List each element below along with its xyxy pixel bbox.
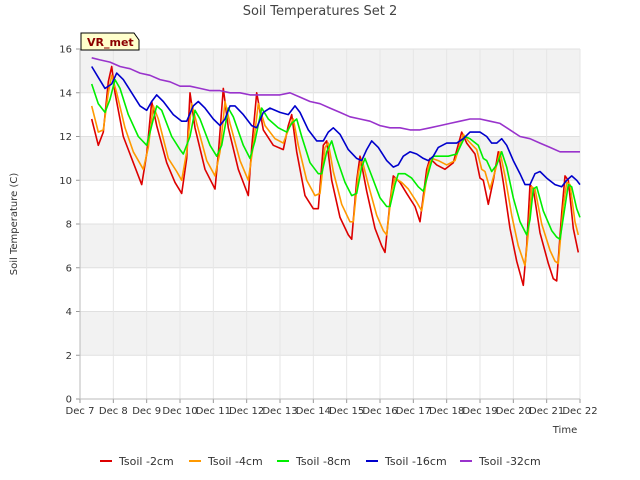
- y-tick-label: 10: [59, 176, 72, 187]
- legend-item-tsoil-4cm: Tsoil -4cm: [189, 455, 263, 468]
- legend-item-tsoil-8cm: Tsoil -8cm: [277, 455, 351, 468]
- chart-title: Soil Temperatures Set 2: [243, 4, 398, 19]
- legend-label: Tsoil -2cm: [118, 455, 174, 468]
- series-line-tsoil-16cm: [91, 66, 581, 188]
- x-tick-label: Dec 7: [66, 406, 95, 417]
- series-line-tsoil-32cm: [91, 57, 580, 153]
- y-tick-label: 6: [66, 263, 72, 274]
- site-label: VR_met: [87, 36, 134, 49]
- legend-label: Tsoil -32cm: [478, 455, 541, 468]
- legend-label: Tsoil -8cm: [295, 455, 351, 468]
- x-tick-label: Dec 14: [296, 406, 331, 417]
- x-tick-label: Dec 9: [132, 406, 161, 417]
- x-tick-label: Dec 19: [462, 406, 497, 417]
- y-tick-label: 0: [66, 395, 72, 406]
- y-axis-label: Soil Temperature (C): [9, 173, 20, 276]
- y-tick-label: 2: [66, 351, 72, 362]
- y-tick-label: 12: [59, 132, 72, 143]
- series-line-tsoil-8cm: [90, 78, 581, 241]
- x-tick-label: Dec 11: [196, 406, 231, 417]
- series-lines: [90, 57, 581, 287]
- x-tick-label: Dec 16: [362, 406, 397, 417]
- legend-item-tsoil-16cm: Tsoil -16cm: [366, 455, 447, 468]
- x-tick-label: Dec 8: [99, 406, 128, 417]
- legend-item-tsoil-2cm: Tsoil -2cm: [100, 455, 174, 468]
- x-tick-label: Dec 15: [329, 406, 364, 417]
- x-axis-label: Time: [552, 425, 577, 436]
- plot-band: [80, 49, 580, 93]
- x-tick-label: Dec 10: [162, 406, 197, 417]
- x-tick-label: Dec 20: [496, 406, 531, 417]
- x-tick-label: Dec 18: [429, 406, 464, 417]
- site-badge-box: [80, 32, 140, 51]
- legend-item-tsoil-32cm: Tsoil -32cm: [460, 455, 541, 468]
- x-tick-label: Dec 17: [396, 406, 431, 417]
- x-tick-label: Dec 13: [262, 406, 297, 417]
- series-line-tsoil-4cm: [90, 74, 580, 267]
- y-tick-label: 8: [66, 220, 72, 231]
- y-tick-label: 4: [66, 307, 72, 318]
- plot-band: [80, 224, 580, 268]
- plot-band: [80, 311, 580, 356]
- y-tick-label: 14: [59, 88, 72, 99]
- series-line-tsoil-2cm: [90, 65, 580, 287]
- legend-label: Tsoil -4cm: [207, 455, 263, 468]
- legend-label: Tsoil -16cm: [384, 455, 447, 468]
- x-tick-label: Dec 21: [529, 406, 564, 417]
- x-tick-label: Dec 22: [562, 406, 597, 417]
- site-badge: VR_met: [80, 32, 140, 51]
- x-tick-label: Dec 12: [229, 406, 264, 417]
- legend: Tsoil -2cm Tsoil -4cm Tsoil -8cm Tsoil -16c…: [100, 455, 541, 468]
- y-tick-label: 16: [59, 45, 72, 56]
